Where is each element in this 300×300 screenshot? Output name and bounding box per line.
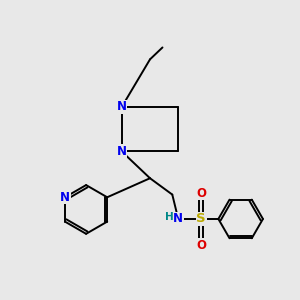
Text: O: O <box>196 187 206 200</box>
Text: O: O <box>196 238 206 252</box>
Text: N: N <box>117 145 127 158</box>
Text: N: N <box>173 212 183 226</box>
Text: N: N <box>117 100 127 113</box>
Text: N: N <box>60 191 70 204</box>
Text: H: H <box>165 212 174 223</box>
Text: S: S <box>196 212 206 226</box>
